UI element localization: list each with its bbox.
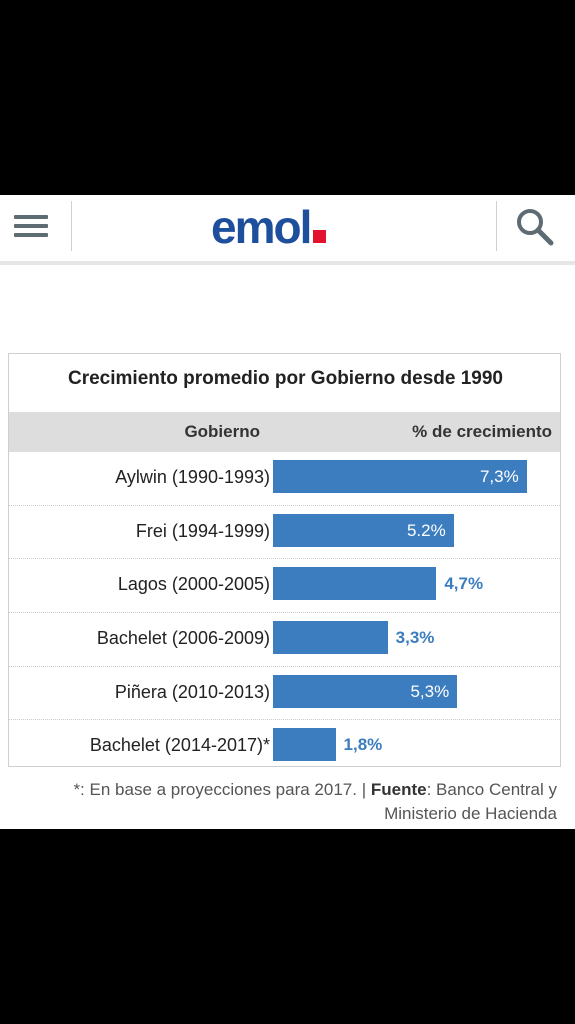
category-label: Bachelet (2014-2017)* (89, 735, 270, 756)
chart-row: Piñera (2010-2013) 5,3% (9, 667, 560, 721)
page: emol Crecimiento promedio por Gobierno d… (0, 195, 575, 829)
chart-row: Frei (1994-1999) 5.2% (9, 506, 560, 560)
footnote-note: En base a proyecciones para 2017. | (89, 780, 367, 799)
logo-text: emol (211, 201, 312, 253)
chart-row: Lagos (2000-2005) 4,7% (9, 559, 560, 614)
footnote-source-label: Fuente (370, 780, 427, 799)
search-icon[interactable] (514, 207, 556, 247)
footnote-source-text: : Banco Central y Ministerio de Hacienda (384, 780, 557, 823)
chart-card: Crecimiento promedio por Gobierno desde … (8, 353, 561, 767)
nav-divider (71, 201, 72, 251)
category-label: Piñera (2010-2013) (114, 681, 270, 702)
footnote-star: *: (73, 780, 85, 799)
chart-row: Aylwin (1990-1993) 7,3% (9, 452, 560, 506)
navbar: emol (0, 195, 575, 265)
bar (273, 728, 336, 762)
value-label: 4,7% (444, 574, 484, 594)
bar (273, 513, 454, 547)
column-header-crecimiento: % de crecimiento (412, 422, 552, 441)
chart-title: Crecimiento promedio por Gobierno desde … (68, 368, 503, 389)
chart-row: Bachelet (2006-2009) 3,3% (9, 613, 560, 667)
category-label: Frei (1994-1999) (135, 520, 270, 541)
category-label: Bachelet (2006-2009) (96, 628, 270, 649)
chart-column-header: Gobierno % de crecimiento (9, 412, 560, 452)
value-label: 5.2% (406, 520, 446, 540)
category-label: Lagos (2000-2005) (117, 574, 270, 595)
chart-row: Bachelet (2014-2017)* 1,8% (9, 720, 560, 774)
logo-dot (313, 230, 327, 243)
value-label: 7,3% (479, 467, 519, 486)
column-header-gobierno: Gobierno (184, 422, 260, 441)
bar (273, 621, 388, 655)
value-label: 1,8% (343, 735, 383, 755)
emol-logo[interactable]: emol (211, 201, 327, 253)
value-label: 5,3% (410, 681, 450, 701)
bar (273, 674, 458, 708)
hamburger-menu-icon[interactable] (14, 215, 48, 239)
footnote: *: En base a proyecciones para 2017. | F… (7, 778, 557, 826)
bar (273, 567, 437, 601)
nav-divider (496, 201, 497, 251)
bar (273, 460, 527, 493)
value-label: 3,3% (395, 628, 435, 648)
category-label: Aylwin (1990-1993) (115, 467, 270, 487)
chart-rows: Aylwin (1990-1993) 7,3% Frei (1994-1999) 5.… (9, 452, 560, 774)
